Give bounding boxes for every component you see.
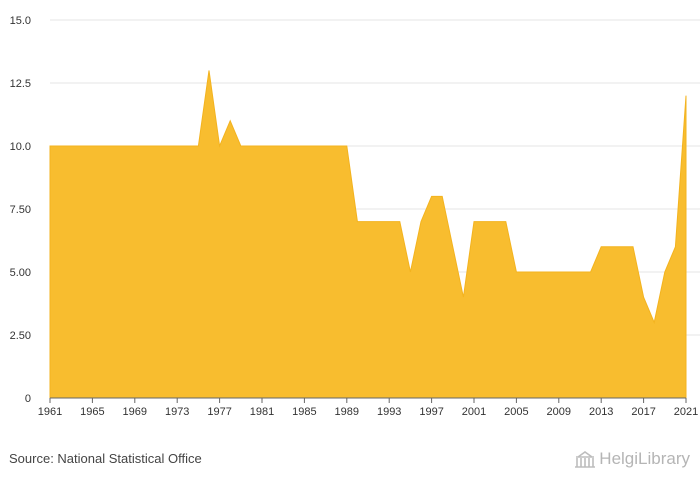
x-tick-label-4: 1977 xyxy=(207,406,231,418)
x-tick-label-5: 1981 xyxy=(250,406,274,418)
x-tick-label-14: 2017 xyxy=(631,406,655,418)
x-tick-label-1: 1965 xyxy=(80,406,104,418)
x-tick-label-0: 1961 xyxy=(38,406,62,418)
x-tick-label-8: 1993 xyxy=(377,406,401,418)
y-tick-label-4: 10.0 xyxy=(10,141,31,153)
y-tick-label-0: 0 xyxy=(25,393,31,405)
brand-name: HelgiLibrary xyxy=(599,449,690,468)
y-axis-labels: 0 2.50 5.00 7.50 10.0 12.5 15.0 xyxy=(10,15,31,405)
helgi-library-logo: HelgiLibrary xyxy=(574,449,690,469)
source-note: Source: National Statistical Office xyxy=(9,451,202,466)
area-series-0 xyxy=(49,70,687,399)
library-building-icon xyxy=(575,451,596,468)
x-tick-label-7: 1989 xyxy=(335,406,359,418)
x-tick-label-2: 1969 xyxy=(123,406,147,418)
y-tick-label-3: 7.50 xyxy=(10,204,31,216)
x-tick-label-10: 2001 xyxy=(462,406,486,418)
x-tick-label-11: 2005 xyxy=(504,406,528,418)
x-tick-label-3: 1973 xyxy=(165,406,189,418)
area-layer xyxy=(49,70,687,399)
axes xyxy=(49,397,687,403)
x-tick-label-15: 2021 xyxy=(674,406,698,418)
y-tick-label-6: 15.0 xyxy=(10,15,31,27)
x-tick-label-12: 2009 xyxy=(547,406,571,418)
y-tick-label-5: 12.5 xyxy=(10,78,31,90)
y-tick-label-2: 5.00 xyxy=(10,267,31,279)
x-axis-labels: 1961 1965 1969 1973 1977 1981 1985 1989 1993 1997… xyxy=(38,406,698,418)
x-tick-label-13: 2013 xyxy=(589,406,613,418)
x-tick-label-6: 1985 xyxy=(292,406,316,418)
x-tick-label-9: 1997 xyxy=(419,406,443,418)
y-tick-label-1: 2.50 xyxy=(10,330,31,342)
